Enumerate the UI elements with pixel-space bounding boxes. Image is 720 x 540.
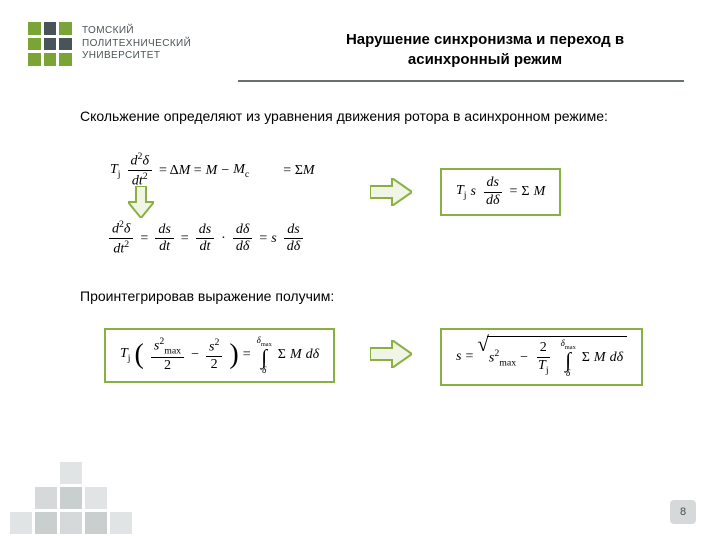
equation-box-1: Tj s ds dδ = ΣM (440, 168, 561, 216)
logo-text-line2: ПОЛИТЕХНИЧЕСКИЙ (82, 38, 191, 51)
page-number: 8 (670, 500, 696, 524)
equation-box-1-content: Tj s ds dδ = ΣM (456, 176, 545, 208)
equation-box-2: Tj ( s2max 2 − s2 2 ) = δmax ∫ δ ΣM dδ (104, 328, 335, 383)
logo-text-line3: УНИВЕРСИТЕТ (82, 50, 191, 63)
arrow-right-icon-2 (370, 340, 412, 368)
equation-box-3-content: s = √ s2max − 2 Tj δmax ∫ δ ΣM (456, 336, 627, 378)
logo: ТОМСКИЙ ПОЛИТЕХНИЧЕСКИЙ УНИВЕРСИТЕТ (28, 22, 191, 66)
slide-root: ТОМСКИЙ ПОЛИТЕХНИЧЕСКИЙ УНИВЕРСИТЕТ Нару… (0, 0, 720, 540)
body-text-1: Скольжение определяют из уравнения движе… (80, 108, 680, 124)
logo-text: ТОМСКИЙ ПОЛИТЕХНИЧЕСКИЙ УНИВЕРСИТЕТ (82, 25, 191, 63)
equation-box-3: s = √ s2max − 2 Tj δmax ∫ δ ΣM (440, 328, 643, 386)
equation-derivation: d2δ dt2 = ds dt = ds dt · dδ dδ = s ds d… (106, 220, 306, 258)
page-title: Нарушение синхронизма и переход в асинхр… (300, 30, 670, 69)
title-rule (238, 80, 684, 82)
decor-cubes (10, 462, 132, 534)
equation-box-2-content: Tj ( s2max 2 − s2 2 ) = δmax ∫ δ ΣM dδ (120, 336, 319, 375)
body-text-2: Проинтегрировав выражение получим: (80, 288, 340, 304)
logo-text-line1: ТОМСКИЙ (82, 25, 191, 38)
equation-motion: Tj d2δ dt2 = ΔM = M − Mc = ΣM (110, 152, 315, 190)
arrow-right-icon (370, 178, 412, 206)
arrow-down-icon (128, 186, 154, 218)
logo-mark (28, 22, 72, 66)
